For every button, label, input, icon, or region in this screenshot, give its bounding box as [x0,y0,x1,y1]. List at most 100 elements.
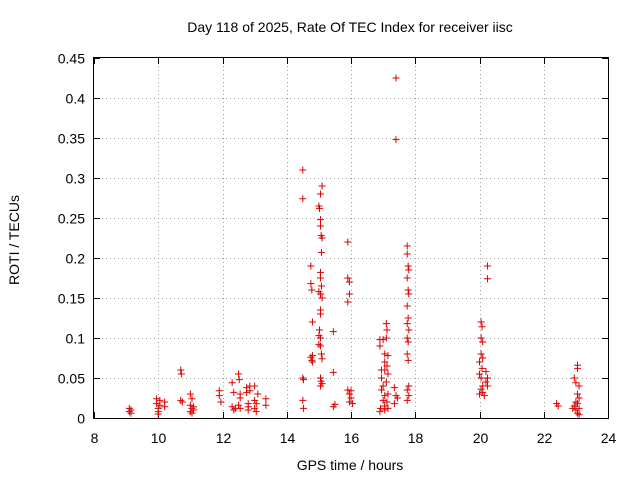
data-point [329,328,337,336]
data-point [572,379,580,387]
data-point [404,314,412,322]
data-point [345,290,353,298]
data-point [403,386,411,394]
y-axis-label: ROTI / TECUs [6,195,22,285]
data-point [381,366,389,374]
data-point [235,401,243,409]
data-point [186,401,194,409]
data-point [299,195,307,203]
data-point [251,404,259,412]
data-point [382,320,390,328]
data-point [572,406,580,414]
data-point [381,350,389,358]
data-point [404,262,412,270]
data-point [379,336,387,344]
x-tick-label: 8 [91,430,99,446]
data-point [403,302,411,310]
data-point [316,382,324,390]
data-point [403,320,411,328]
data-point [484,374,492,382]
data-point [383,326,391,334]
data-point [479,388,487,396]
data-point [316,334,324,342]
x-tick-label: 10 [151,430,167,446]
data-point [390,400,398,408]
data-point [262,395,270,403]
data-point [349,400,357,408]
data-point [215,392,223,400]
data-point [347,394,355,402]
data-point [344,298,352,306]
data-point [404,286,412,294]
data-point [390,384,398,392]
data-point [379,396,387,404]
data-point [405,392,413,400]
data-point [477,334,485,342]
data-point [403,274,411,282]
data-point [381,358,389,366]
data-point [572,398,580,406]
data-point [188,395,196,403]
y-tick-label: 0.25 [58,211,85,227]
data-point [384,390,392,398]
data-point [316,310,324,318]
y-tick-label: 0.15 [58,291,85,307]
data-point [228,379,236,387]
data-point [316,326,324,334]
y-tick-label: 0.1 [66,331,86,347]
data-point [177,396,185,404]
data-point [403,242,411,250]
data-point [377,404,385,412]
y-tick-label: 0.35 [58,131,85,147]
data-point [484,262,492,270]
data-point [318,234,326,242]
data-point [476,370,483,378]
data-point [299,396,307,404]
data-point [345,278,353,286]
x-tick-label: 16 [344,430,360,446]
y-tick-label: 0.4 [66,91,86,107]
data-point [384,352,392,360]
data-point [308,286,316,294]
data-point [252,400,260,408]
data-points [125,74,583,419]
data-point [403,334,411,342]
data-point [554,402,562,410]
data-point [161,403,169,411]
data-point [378,386,386,394]
data-point [251,396,259,404]
data-point [383,398,391,406]
data-point [307,353,315,361]
y-tick-label: 0.05 [58,371,85,387]
data-point [188,409,196,417]
x-tick-label: 24 [601,430,617,446]
data-point [378,374,386,382]
data-point [251,382,259,390]
data-point [479,338,487,346]
data-point [482,378,490,386]
data-point [575,382,583,390]
data-point [404,356,412,364]
data-point [177,370,185,378]
data-point [153,400,161,408]
data-point [127,409,135,417]
data-point [476,390,483,398]
data-point [230,406,238,414]
data-point [236,394,244,402]
data-point [478,323,486,331]
grid [94,58,608,418]
y-tick-label: 0.2 [66,251,86,267]
data-point [186,408,194,416]
data-point [403,250,411,258]
data-point [405,382,413,390]
data-point [484,275,492,283]
data-point [382,334,390,342]
data-point [246,387,254,395]
data-point [317,282,325,290]
data-point [575,404,583,412]
data-point [379,382,387,390]
data-point [156,401,164,409]
data-point [405,290,413,298]
data-point [383,362,391,370]
data-point [318,294,326,302]
